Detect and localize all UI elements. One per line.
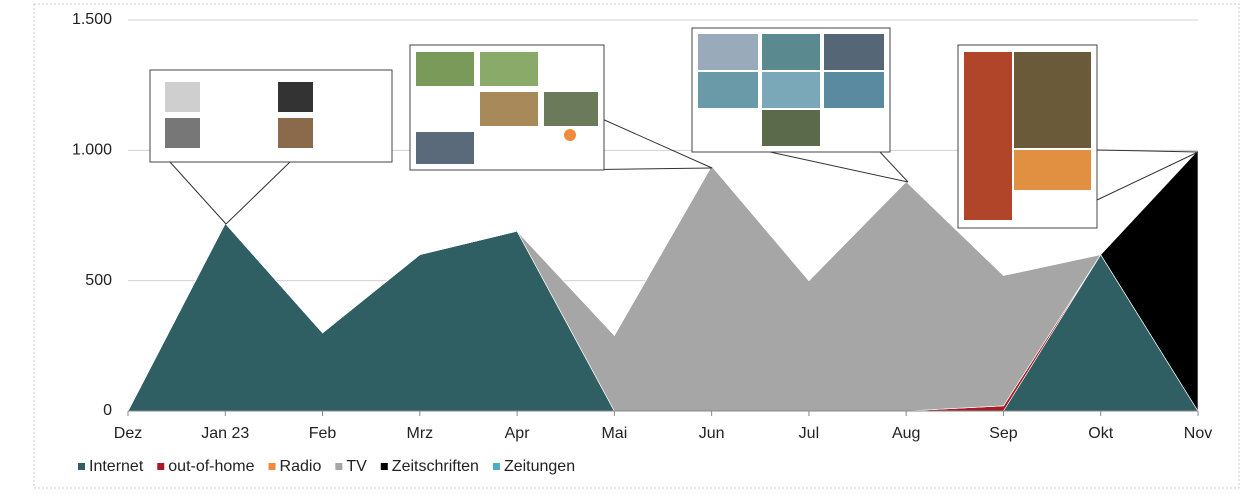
thumb-image bbox=[165, 118, 200, 148]
thumb-image bbox=[698, 34, 758, 70]
callout-line bbox=[770, 152, 908, 182]
y-tick-label: 500 bbox=[85, 272, 112, 289]
callout-line bbox=[170, 162, 226, 224]
y-tick-label: 1.000 bbox=[72, 142, 112, 159]
legend-swatch bbox=[157, 463, 164, 470]
thumb-image bbox=[278, 82, 313, 112]
thumb-image bbox=[824, 72, 884, 108]
callout-line bbox=[880, 152, 908, 182]
thumb-image bbox=[762, 72, 820, 108]
legend-label: TV bbox=[346, 458, 367, 475]
thumb-image bbox=[278, 118, 313, 148]
x-tick-label: Aug bbox=[892, 425, 920, 442]
thumb-image bbox=[480, 52, 538, 86]
thumb-logo bbox=[564, 129, 576, 141]
thumb-image bbox=[1014, 150, 1091, 190]
x-tick-label: Jul bbox=[799, 425, 819, 442]
thumb-image bbox=[762, 34, 820, 70]
legend-label: out-of-home bbox=[168, 458, 254, 475]
callouts bbox=[150, 28, 1198, 228]
thumb-image bbox=[165, 82, 200, 112]
legend-label: Internet bbox=[89, 458, 144, 475]
y-tick-label: 1.500 bbox=[72, 11, 112, 28]
thumb-image bbox=[480, 92, 538, 126]
thumb-image bbox=[1014, 52, 1091, 148]
thumb-image bbox=[544, 92, 598, 126]
thumb-image bbox=[824, 34, 884, 70]
legend-swatch bbox=[335, 463, 342, 470]
thumb-image bbox=[964, 52, 1012, 220]
y-tick-label: 0 bbox=[103, 402, 112, 419]
chart: 0 500 1.000 1.500 Dez Jan 23 Feb Mrz Apr Mai Jun Ju… bbox=[0, 0, 1243, 492]
x-tick-label: Jun bbox=[699, 425, 725, 442]
legend-swatch bbox=[381, 463, 388, 470]
x-tick-label: Mai bbox=[601, 425, 627, 442]
legend-label: Zeitungen bbox=[504, 458, 575, 475]
legend-swatch bbox=[78, 463, 85, 470]
legend-label: Radio bbox=[280, 458, 322, 475]
x-tick-label: Mrz bbox=[406, 425, 433, 442]
x-tick-label: Dez bbox=[114, 425, 142, 442]
thumb-image bbox=[698, 72, 758, 108]
x-tick-label: Feb bbox=[309, 425, 337, 442]
legend-swatch bbox=[493, 463, 500, 470]
thumb-image bbox=[416, 52, 474, 86]
legend-label: Zeitschriften bbox=[392, 458, 479, 475]
thumb-image bbox=[762, 110, 820, 146]
callout-line bbox=[226, 162, 290, 224]
x-tick-label: Jan 23 bbox=[201, 425, 249, 442]
legend-swatch bbox=[269, 463, 276, 470]
thumb-image bbox=[416, 132, 474, 164]
x-tick-label: Apr bbox=[505, 425, 531, 442]
x-tick-label: Nov bbox=[1184, 425, 1212, 442]
x-tick-label: Sep bbox=[989, 425, 1018, 442]
x-tick-label: Okt bbox=[1088, 425, 1113, 442]
